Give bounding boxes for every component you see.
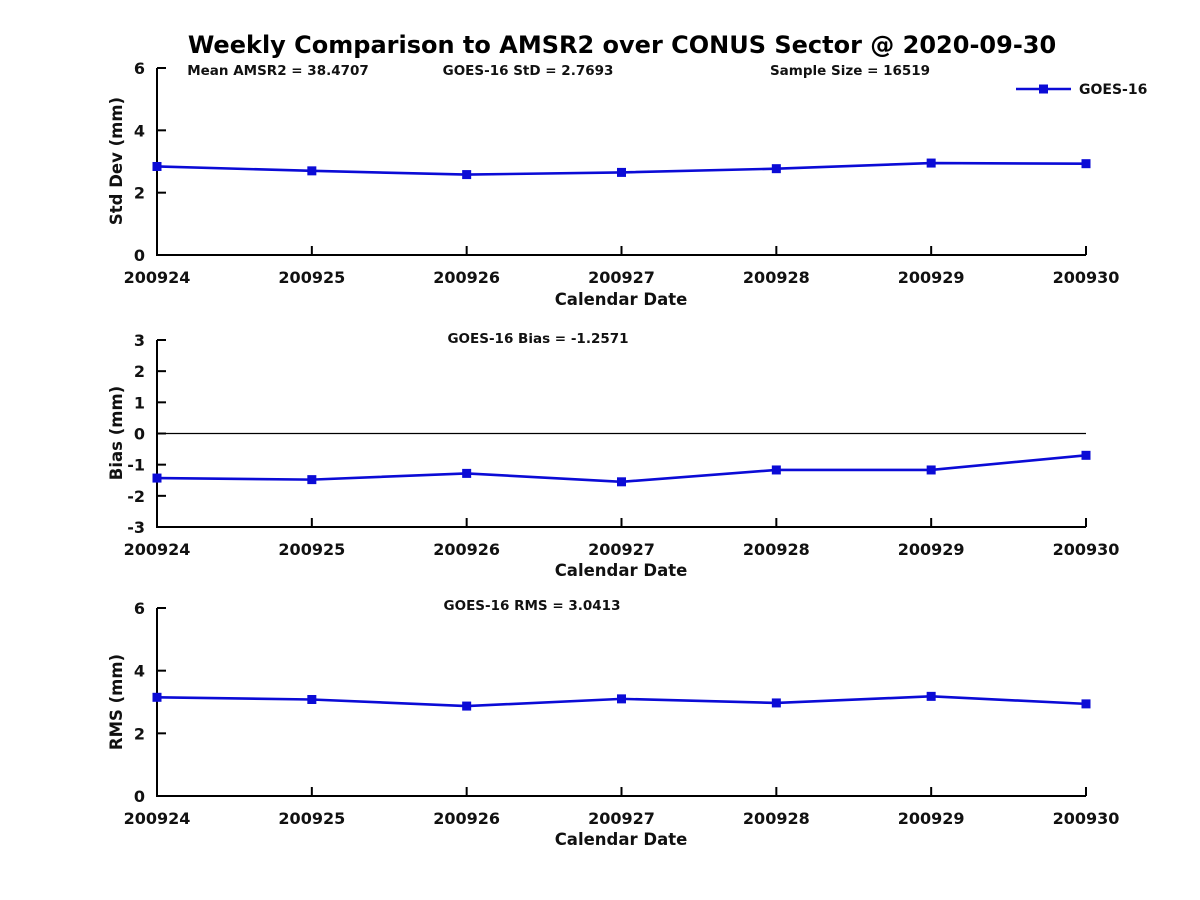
data-marker <box>462 468 472 478</box>
data-marker <box>926 465 936 475</box>
x-tick-label: 200930 <box>1053 809 1120 828</box>
annotation-goes16-std: GOES-16 StD = 2.7693 <box>443 63 614 79</box>
legend: GOES-16 <box>1016 82 1147 98</box>
y-axis-label-rms: RMS (mm) <box>107 654 126 750</box>
x-tick-label: 200927 <box>588 268 655 287</box>
y-axis-label-stddev: Std Dev (mm) <box>107 97 126 225</box>
x-tick-label: 200930 <box>1053 540 1120 559</box>
y-tick-label: 0 <box>134 787 145 806</box>
y-tick-label: -1 <box>127 456 145 475</box>
annotation-mean-amsr2: Mean AMSR2 = 38.4707 <box>187 63 369 79</box>
chart-rms: GOES-16 RMS = 3.0413 RMS (mm) Calendar D… <box>107 598 1119 849</box>
y-tick-label: 2 <box>134 362 145 381</box>
data-marker <box>307 475 317 485</box>
x-tick-label: 200925 <box>278 540 345 559</box>
data-marker <box>152 161 162 171</box>
x-tick-label: 200928 <box>743 540 810 559</box>
annotation-goes16-bias: GOES-16 Bias = -1.2571 <box>447 331 628 347</box>
y-axis-label-bias: Bias (mm) <box>107 386 126 480</box>
x-tick-label: 200924 <box>124 540 191 559</box>
data-marker <box>771 465 781 475</box>
data-marker <box>462 170 472 180</box>
annotation-sample-size: Sample Size = 16519 <box>770 63 930 79</box>
y-tick-label: -2 <box>127 487 145 506</box>
legend-marker-icon <box>1039 84 1048 94</box>
annotation-goes16-rms: GOES-16 RMS = 3.0413 <box>444 598 621 614</box>
data-marker <box>926 691 936 701</box>
x-tick-label: 200927 <box>588 809 655 828</box>
data-marker <box>1081 699 1091 709</box>
x-tick-label: 200928 <box>743 809 810 828</box>
x-tick-label: 200924 <box>124 268 191 287</box>
data-marker <box>152 692 162 702</box>
data-marker <box>771 164 781 174</box>
x-axis-label-stddev: Calendar Date <box>555 290 688 309</box>
y-tick-label: 0 <box>134 425 145 444</box>
chart-bias: GOES-16 Bias = -1.2571 Bias (mm) Calenda… <box>107 331 1119 580</box>
data-marker <box>152 473 162 483</box>
x-tick-label: 200928 <box>743 268 810 287</box>
x-axis-label-rms: Calendar Date <box>555 830 688 849</box>
x-tick-label: 200926 <box>433 809 500 828</box>
y-tick-label: -3 <box>127 518 145 537</box>
data-marker <box>617 694 626 704</box>
y-tick-label: 3 <box>134 331 145 350</box>
data-marker <box>1081 159 1091 169</box>
x-tick-label: 200926 <box>433 268 500 287</box>
y-tick-label: 0 <box>134 246 145 265</box>
x-tick-label: 200929 <box>898 809 965 828</box>
x-tick-label: 200930 <box>1053 268 1120 287</box>
x-tick-label: 200929 <box>898 268 965 287</box>
chart-stddev: Mean AMSR2 = 38.4707 GOES-16 StD = 2.769… <box>107 59 1147 309</box>
x-tick-label: 200925 <box>278 809 345 828</box>
data-marker <box>617 167 626 177</box>
x-tick-label: 200924 <box>124 809 191 828</box>
x-tick-label: 200926 <box>433 540 500 559</box>
data-marker <box>926 158 936 168</box>
data-marker <box>1081 450 1091 460</box>
y-tick-label: 2 <box>134 724 145 743</box>
legend-label: GOES-16 <box>1079 82 1147 98</box>
x-tick-label: 200925 <box>278 268 345 287</box>
y-tick-label: 2 <box>134 184 145 203</box>
figure-title: Weekly Comparison to AMSR2 over CONUS Se… <box>188 31 1056 59</box>
data-marker <box>771 698 781 708</box>
data-marker <box>617 477 626 487</box>
x-tick-label: 200929 <box>898 540 965 559</box>
axis-spine <box>156 68 1086 256</box>
y-tick-label: 6 <box>134 599 145 618</box>
y-tick-label: 4 <box>134 662 145 681</box>
y-tick-label: 4 <box>134 121 145 140</box>
data-marker <box>462 701 472 711</box>
y-tick-label: 6 <box>134 59 145 78</box>
x-tick-label: 200927 <box>588 540 655 559</box>
data-marker <box>307 166 317 176</box>
y-tick-label: 1 <box>134 393 145 412</box>
data-marker <box>307 694 317 704</box>
x-axis-label-bias: Calendar Date <box>555 561 688 580</box>
